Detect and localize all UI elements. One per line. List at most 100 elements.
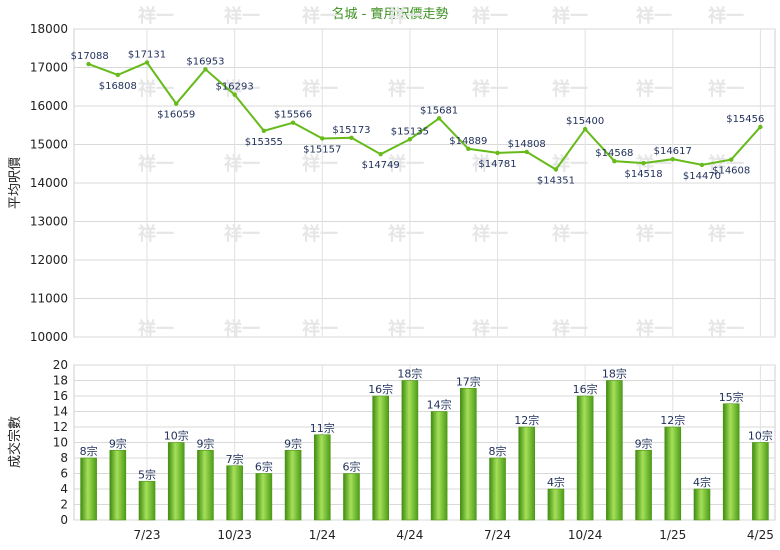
volume-y-tick-label: 6 [60,467,68,481]
price-point [466,146,471,151]
price-data-label: $15400 [566,116,604,127]
volume-data-label: 9宗 [635,436,653,450]
price-y-tick-label: 13000 [30,215,68,229]
price-data-label: $17088 [71,51,109,62]
price-data-label: $15173 [332,125,370,136]
watermark-text: 祥一 [224,5,260,27]
volume-data-label: 9宗 [196,436,214,450]
volume-bar [576,395,594,521]
price-data-label: $16953 [186,56,224,67]
watermark-text: 祥一 [388,153,424,175]
volume-data-label: 9宗 [284,436,302,450]
watermark-text: 祥一 [138,5,174,27]
price-points [86,60,763,172]
price-data-label: $15566 [274,110,312,121]
volume-bar [693,488,711,521]
price-data-label: $15355 [245,137,283,148]
volume-y-tick-label: 8 [60,451,68,465]
volume-data-label: 10宗 [748,429,773,443]
watermark-text: 祥一 [302,78,338,100]
volume-bar [343,473,360,521]
watermark-text: 祥一 [224,223,260,245]
volume-data-label: 6宗 [342,460,360,474]
volume-data-label: 14宗 [427,398,452,412]
volume-y-tick-label: 18 [53,374,68,388]
watermark-text: 祥一 [636,5,672,27]
price-point [378,151,383,157]
volume-data-label: 10宗 [164,429,189,443]
price-point [232,92,237,97]
watermark-text: 祥一 [636,78,672,100]
volume-y-tick-label: 0 [60,513,68,527]
volume-data-label: 12宗 [660,413,685,427]
x-tick-label: 7/24 [484,528,511,542]
volume-bar [80,457,97,521]
price-point [203,67,208,72]
volume-y-tick-label: 20 [53,358,68,372]
price-data-label: $17131 [128,49,166,60]
watermark-text: 祥一 [636,318,672,340]
x-tick-label: 10/24 [568,528,603,542]
volume-data-labels: 8宗 9宗 5宗 10宗 9宗 7宗 6宗 9宗 11宗 6宗 16宗 18宗 14宗 17宗 8宗 12宗 4… [80,367,773,490]
watermark-text: 祥一 [552,153,588,175]
watermark-text: 祥一 [388,223,424,245]
volume-data-label: 5宗 [138,467,156,481]
price-data-label: $15456 [726,114,764,125]
volume-data-label: 4宗 [547,475,565,489]
price-data-label: $14889 [449,136,487,147]
watermark-text: 祥一 [552,78,588,100]
watermark-text: 祥一 [138,78,174,100]
watermark-text: 祥一 [636,223,672,245]
volume-bar [635,449,652,521]
price-point [144,60,150,65]
watermark-text: 祥一 [708,223,744,245]
watermark-text: 祥一 [388,318,424,340]
price-point [349,135,354,141]
price-data-label: $14608 [712,166,750,177]
price-point [758,124,763,130]
price-point [524,149,529,155]
price-y-tick-label: 16000 [30,99,68,113]
volume-y-tick-label: 4 [60,482,68,496]
watermark-text: 祥一 [636,153,672,175]
price-point [174,101,179,106]
price-y-ticks: 10000 11000 12000 13000 14000 15000 16000 17000… [30,22,68,344]
price-data-label: $14518 [624,169,662,180]
price-point [582,126,588,132]
volume-data-label: 16宗 [573,382,598,396]
volume-bar [460,387,477,521]
volume-bar [255,473,273,521]
price-point [320,136,325,141]
price-point [436,116,442,121]
price-data-label: $16293 [216,82,254,93]
volume-data-label: 16宗 [368,382,393,396]
volume-bar [284,449,302,521]
volume-data-label: 7宗 [226,452,244,466]
price-y-tick-label: 12000 [30,253,68,267]
watermark-text: 祥一 [224,153,260,175]
volume-data-label: 18宗 [602,367,627,381]
volume-bar [372,395,389,521]
volume-bar [752,442,769,521]
watermark-text: 祥一 [388,5,424,27]
price-series-line [88,61,762,171]
watermark-text: 祥一 [302,318,338,340]
watermark-text: 祥一 [552,223,588,245]
price-y-tick-label: 14000 [30,176,68,190]
price-data-label: $14781 [478,159,516,170]
watermark-text: 祥一 [472,5,508,27]
volume-y-tick-label: 14 [53,405,68,419]
watermark-text: 祥一 [138,318,174,340]
watermark-text: 祥一 [138,153,174,175]
x-tick-label: 7/23 [134,528,161,542]
volume-y-axis-label: 成交宗數 [7,416,23,468]
price-point [290,120,296,125]
price-point [115,72,121,78]
price-point [641,160,646,166]
volume-bar [313,434,331,521]
watermark-text: 祥一 [138,223,174,245]
watermark-text: 祥一 [472,153,508,175]
price-data-label: $14808 [508,139,546,150]
